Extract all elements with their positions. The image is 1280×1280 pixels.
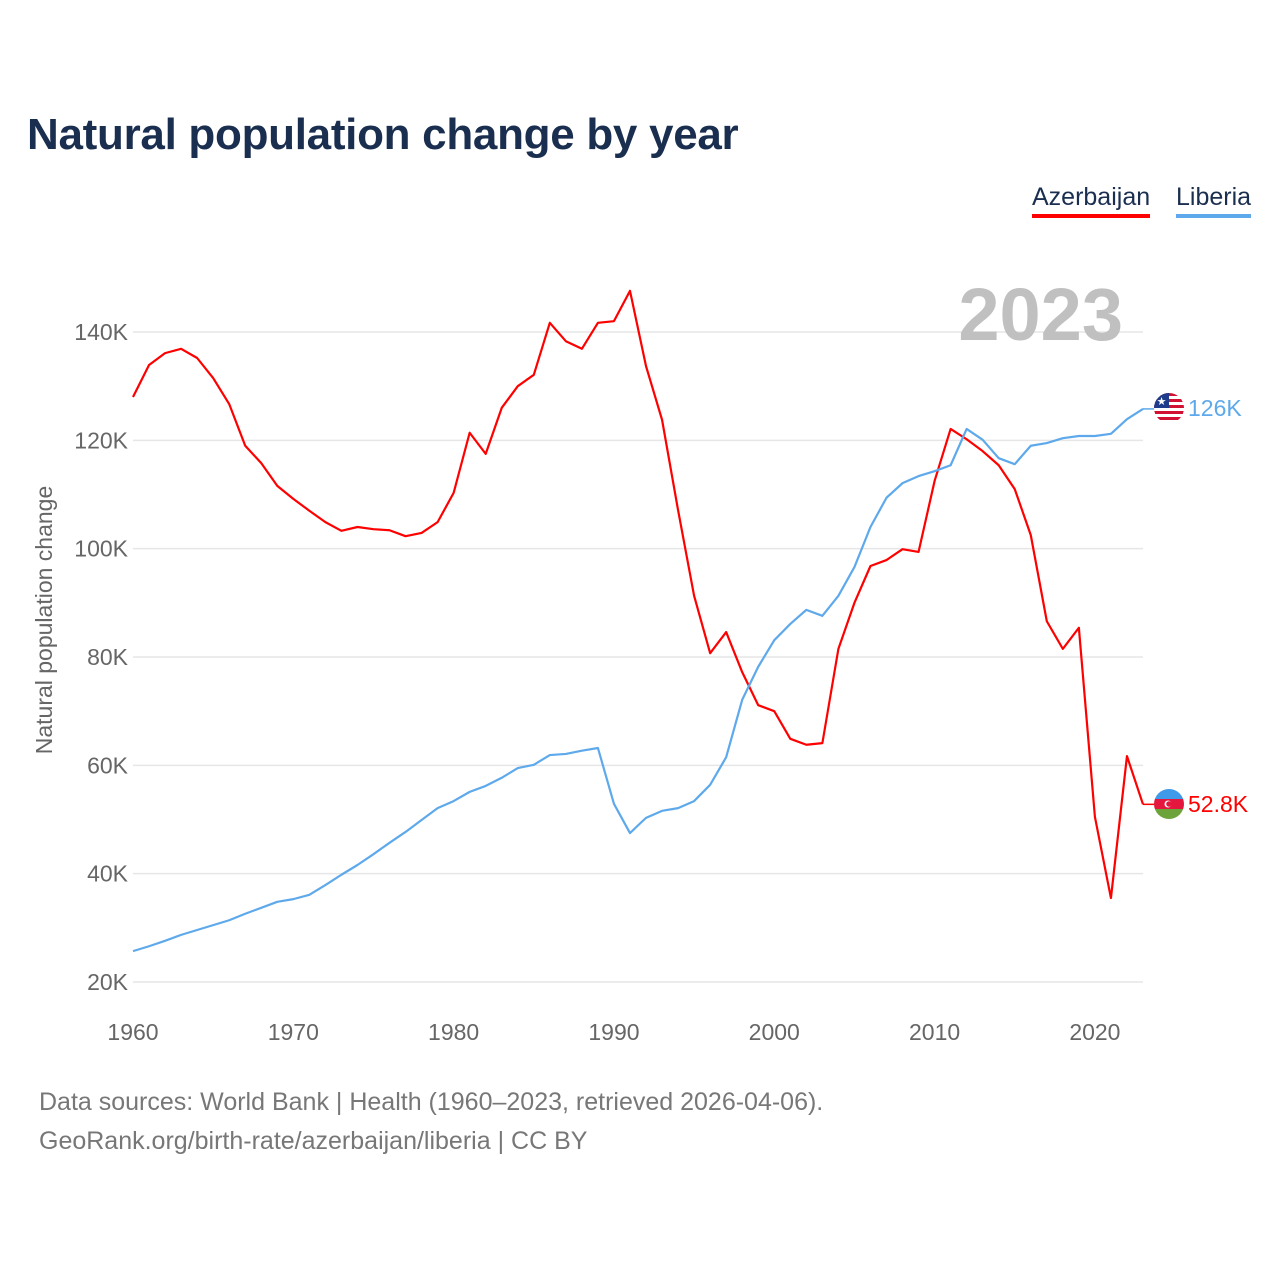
x-tick-label: 1960 [107, 1019, 158, 1045]
x-tick-label: 1980 [428, 1019, 479, 1045]
x-tick-label: 2010 [909, 1019, 960, 1045]
year-watermark: 2023 [958, 273, 1123, 356]
y-tick-label: 80K [87, 644, 129, 670]
x-tick-label: 1970 [268, 1019, 319, 1045]
source-link[interactable]: GeoRank.org/birth-rate/azerbaijan/liberi… [39, 1127, 588, 1155]
liberia-flag-icon: ★ [1154, 393, 1184, 423]
x-tick-label: 2000 [749, 1019, 800, 1045]
liberia-end-value: 126K [1188, 395, 1242, 421]
series-line-azerbaijan [132, 289, 1145, 900]
legend-item-azerbaijan[interactable]: Azerbaijan [1032, 183, 1151, 218]
source-note: Data sources: World Bank | Health (1960–… [39, 1088, 824, 1116]
svg-text:★: ★ [1157, 396, 1167, 408]
legend-item-liberia[interactable]: Liberia [1176, 183, 1252, 218]
y-tick-label: 140K [74, 319, 128, 345]
y-tick-label: 20K [87, 969, 129, 995]
azerbaijan-end-value: 52.8K [1188, 791, 1249, 817]
series-line-liberia [132, 407, 1144, 953]
y-tick-label: 100K [74, 536, 128, 562]
y-axis-label: Natural population change [31, 486, 57, 755]
azerbaijan-flag-icon [1154, 789, 1184, 819]
y-tick-label: 40K [87, 861, 129, 887]
chart-title: Natural population change by year [27, 110, 739, 159]
x-tick-label: 2020 [1069, 1019, 1120, 1045]
x-tick-label: 1990 [588, 1019, 639, 1045]
y-tick-label: 120K [74, 427, 128, 453]
y-tick-label: 60K [87, 752, 129, 778]
